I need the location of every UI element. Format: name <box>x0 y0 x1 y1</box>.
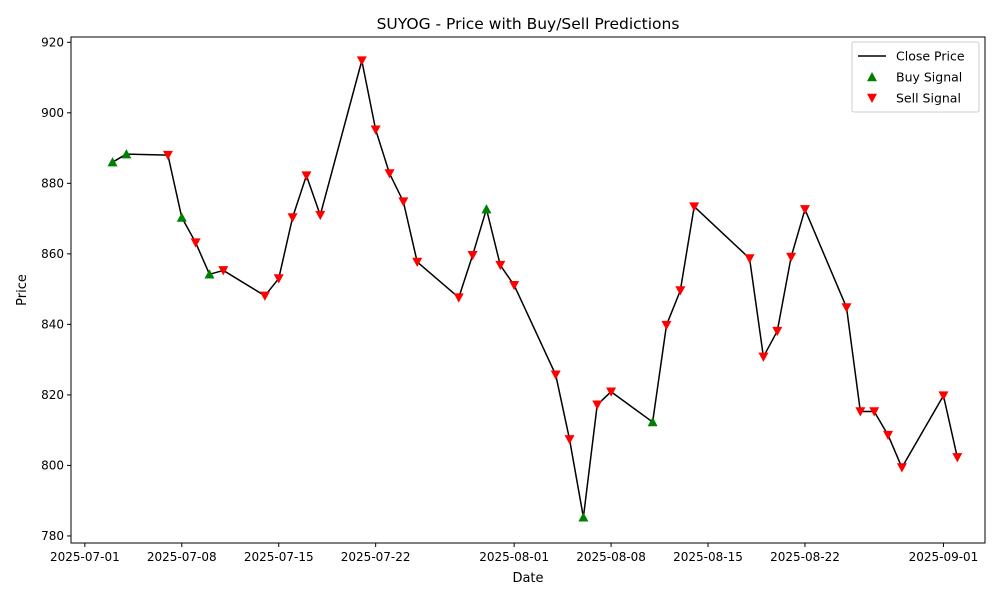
sell-signal-marker <box>869 407 880 417</box>
y-axis-title: Price <box>15 274 30 306</box>
buy-signal-marker <box>204 269 215 279</box>
x-tick-label: 2025-09-01 <box>909 550 979 564</box>
y-tick-label: 780 <box>41 529 64 543</box>
plot-frame <box>70 36 986 544</box>
legend-label: Close Price <box>896 49 965 64</box>
legend-sell-swatch <box>867 93 877 103</box>
plot-area <box>71 37 985 543</box>
y-tick-label: 900 <box>41 106 64 120</box>
sell-signal-marker <box>467 251 478 261</box>
x-tick-label: 2025-07-15 <box>244 550 314 564</box>
sell-signal-marker <box>799 205 810 215</box>
sell-signal-marker <box>190 238 201 248</box>
buy-signal-marker <box>481 204 492 214</box>
sell-signal-marker <box>495 260 506 271</box>
sell-signal-marker <box>661 320 672 331</box>
sell-signal-marker <box>938 391 949 401</box>
legend-box <box>851 41 980 113</box>
sell-signal-marker <box>883 430 894 441</box>
x-tick-label: 2025-07-22 <box>341 550 411 564</box>
sell-signal-marker <box>772 326 783 337</box>
sell-signal-marker <box>841 303 852 313</box>
sell-signal-marker <box>259 291 270 301</box>
x-tick-label: 2025-07-01 <box>50 550 120 564</box>
buy-signal-marker <box>578 512 589 522</box>
sell-signal-marker <box>162 150 173 161</box>
sell-signal-marker <box>689 202 700 212</box>
sell-signal-marker <box>453 293 464 303</box>
sell-signal-marker <box>370 125 381 135</box>
legend-buy-swatch <box>867 72 877 82</box>
sell-signal-marker <box>384 169 395 179</box>
sell-signal-marker <box>550 370 561 380</box>
sell-signal-marker <box>675 286 686 296</box>
legend-label: Sell Signal <box>896 91 961 106</box>
sell-signal-marker <box>592 400 603 410</box>
sell-signal-marker <box>218 266 229 276</box>
y-axis: 780 800 820 840 860 880 900 920 <box>41 35 71 543</box>
x-axis: 2025-07-01 2025-07-08 2025-07-15 2025-07-22… <box>50 543 978 564</box>
sell-signal-marker <box>315 210 326 221</box>
sell-signal-marker <box>301 171 312 181</box>
sell-signal-marker <box>356 56 367 66</box>
sell-signal-marker <box>606 387 617 397</box>
sell-signal-marker <box>786 252 797 263</box>
signal-markers <box>107 56 963 522</box>
chart-title: SUYOG - Price with Buy/Sell Predictions <box>377 15 680 33</box>
buy-signal-marker <box>107 157 118 167</box>
sell-signal-marker <box>855 407 866 417</box>
x-tick-label: 2025-07-08 <box>147 550 217 564</box>
y-tick-label: 800 <box>41 458 64 472</box>
sell-signal-marker <box>287 213 298 223</box>
sell-signal-marker <box>952 453 963 463</box>
legend-label: Buy Signal <box>896 70 962 85</box>
sell-signal-marker <box>509 280 520 291</box>
buy-signal-marker <box>647 417 658 427</box>
x-tick-label: 2025-08-22 <box>770 550 840 564</box>
x-axis-title: Date <box>512 571 543 586</box>
y-tick-label: 880 <box>41 176 64 190</box>
sell-signal-marker <box>564 435 575 445</box>
y-tick-label: 820 <box>41 388 64 402</box>
buy-signal-marker <box>121 149 132 159</box>
legend: Close Price Buy Signal Sell Signal <box>851 41 980 113</box>
sell-signal-marker <box>896 463 907 473</box>
sell-signal-marker <box>744 254 755 264</box>
x-tick-label: 2025-08-08 <box>576 550 646 564</box>
sell-signal-marker <box>412 257 423 267</box>
sell-signal-marker <box>758 352 769 362</box>
x-tick-label: 2025-08-15 <box>673 550 743 564</box>
buy-signal-marker <box>176 212 187 222</box>
sell-signal-marker <box>273 274 284 284</box>
y-tick-label: 860 <box>41 247 64 261</box>
sell-signal-marker <box>398 197 409 207</box>
x-tick-label: 2025-08-01 <box>479 550 549 564</box>
y-tick-label: 840 <box>41 317 64 331</box>
y-tick-label: 920 <box>41 35 64 49</box>
